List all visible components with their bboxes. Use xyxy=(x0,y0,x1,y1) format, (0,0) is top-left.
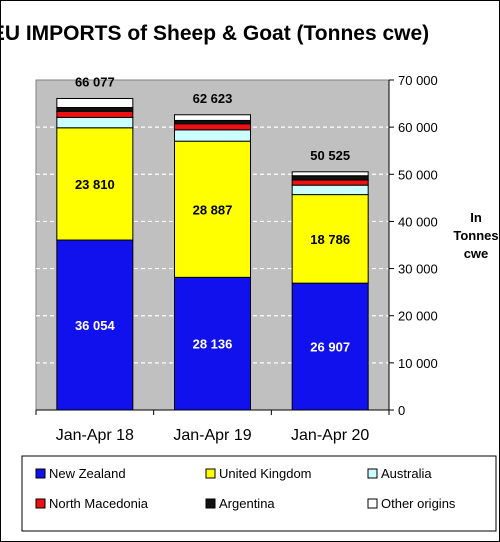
x-tick-label: Jan-Apr 19 xyxy=(173,427,251,444)
bar-segment xyxy=(56,116,134,129)
legend-swatch xyxy=(35,498,46,509)
y-axis-label-line-2: Tonnes xyxy=(453,228,498,243)
total-label: 50 525 xyxy=(310,148,350,163)
bar-segment xyxy=(174,114,251,121)
legend-entry: Argentina xyxy=(219,496,275,511)
data-label: 28 136 xyxy=(193,337,233,352)
total-label: 62 623 xyxy=(193,91,233,106)
y-tick-label: 10 000 xyxy=(398,356,438,371)
data-label: 26 907 xyxy=(310,340,350,355)
data-label: 28 887 xyxy=(193,202,233,217)
x-tick-label: Jan-Apr 20 xyxy=(291,427,369,444)
data-label: 36 054 xyxy=(75,318,116,333)
legend-swatch xyxy=(205,468,216,479)
legend-box xyxy=(21,455,497,532)
legend: New Zealand United Kingdom Australia North … xyxy=(35,466,456,511)
y-axis-label-line-1: In xyxy=(470,210,482,225)
bar-segment xyxy=(291,171,369,177)
bar-segment xyxy=(174,123,251,131)
y-axis-label-line-3: cwe xyxy=(464,246,489,261)
total-label: 66 077 xyxy=(75,74,115,89)
bar-segment xyxy=(56,110,134,118)
chart-title: EU IMPORTS of Sheep & Goat (Tonnes cwe) xyxy=(0,22,429,45)
bar-segment xyxy=(56,107,134,112)
y-tick-label: 0 xyxy=(398,403,405,418)
bar-segment xyxy=(56,239,134,411)
bar-segment xyxy=(291,184,369,196)
legend-entry: United Kingdom xyxy=(219,466,312,481)
bar-segment xyxy=(174,129,251,142)
legend-entry: New Zealand xyxy=(49,466,126,481)
y-tick-label: 60 000 xyxy=(398,120,438,135)
y-tick-label: 40 000 xyxy=(398,214,438,229)
x-axis: Jan-Apr 18 Jan-Apr 19 Jan-Apr 20 xyxy=(35,409,390,444)
bar-segment xyxy=(291,194,369,284)
legend-entry: North Macedonia xyxy=(49,496,149,511)
y-tick-label: 70 000 xyxy=(398,73,438,88)
data-label: 18 786 xyxy=(310,232,350,247)
legend-entry: Other origins xyxy=(381,496,456,511)
legend-entry: Australia xyxy=(381,466,432,481)
y-tick-label: 50 000 xyxy=(398,167,438,182)
y-tick-label: 30 000 xyxy=(398,262,438,277)
legend-swatch xyxy=(35,468,46,479)
y-axis-label: In Tonnes cwe xyxy=(453,210,498,261)
data-label: 23 810 xyxy=(75,177,115,192)
legend-swatch xyxy=(205,498,216,509)
legend-swatch xyxy=(367,468,378,479)
bar-segment xyxy=(291,175,369,181)
bars: 36 054 23 810 66 077 28 136 28 887 62 623 26 9… xyxy=(56,74,369,411)
x-tick-label: Jan-Apr 18 xyxy=(56,427,134,444)
bar-segment xyxy=(291,179,369,186)
legend-swatch xyxy=(367,498,378,509)
y-tick-label: 20 000 xyxy=(398,309,438,324)
bar-segment xyxy=(56,97,134,109)
y-axis: 0 10 000 20 000 30 000 40 000 50 000 60 000 70 … xyxy=(388,73,438,418)
bar-segment xyxy=(291,282,369,411)
